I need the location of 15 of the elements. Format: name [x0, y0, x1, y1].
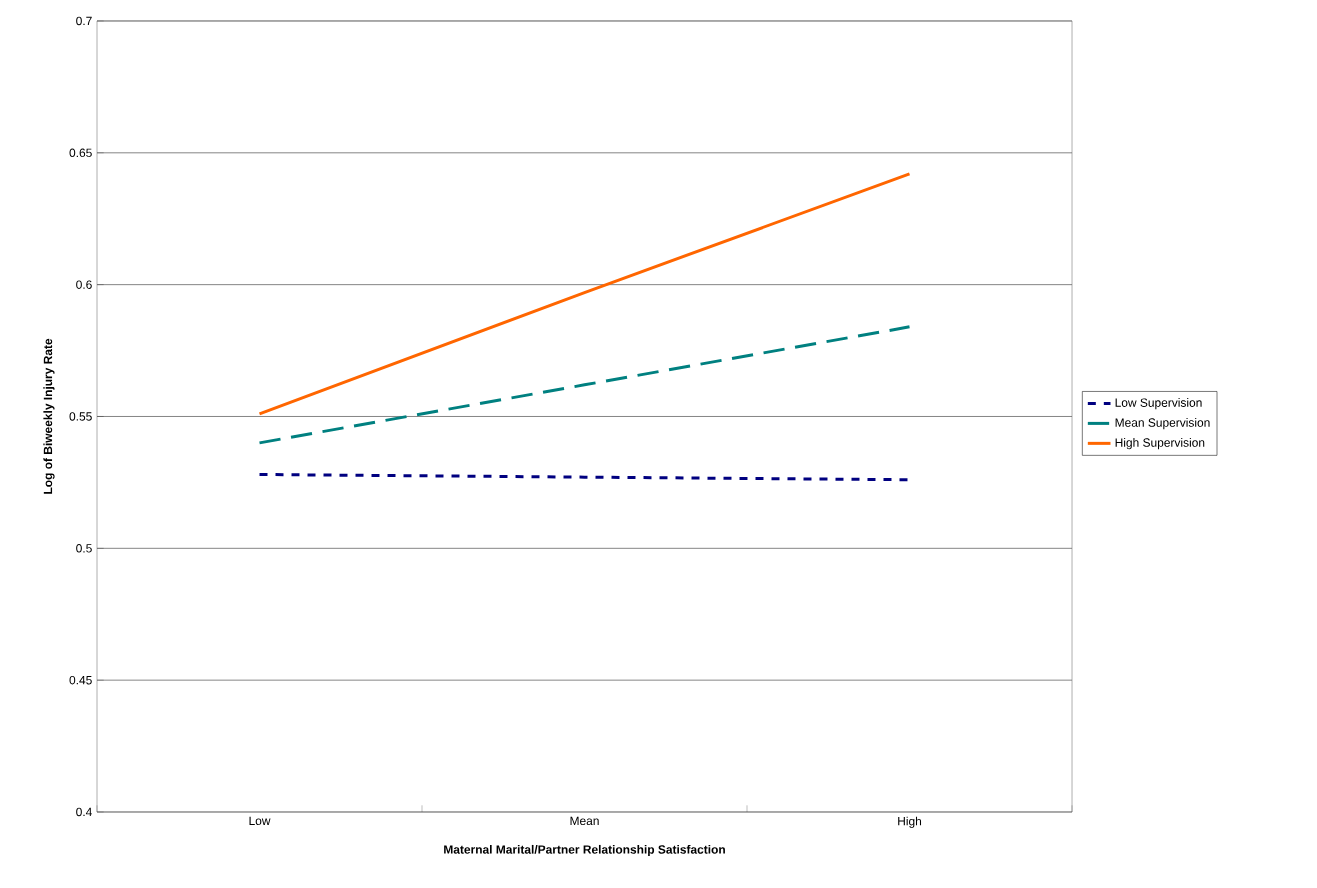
legend-label: Mean Supervision — [1115, 418, 1210, 430]
y-tick-label: 0.5 — [76, 544, 92, 553]
y-tick-label: 0.7 — [76, 16, 92, 26]
x-tick-label: Low — [249, 816, 271, 826]
y-tick-label: 0.6 — [76, 280, 92, 289]
x-axis-title: Maternal Marital/Partner Relationship Satisfaction — [444, 844, 725, 857]
y-tick-label: 0.65 — [69, 148, 92, 158]
y-tick-label: 0.45 — [69, 675, 92, 685]
y-axis-title: Log of Biweekly Injury Rate — [43, 338, 55, 494]
y-tick-label: 0.4 — [76, 807, 92, 817]
legend-label: High Supervision — [1115, 438, 1205, 450]
x-tick-label: Mean — [570, 816, 599, 826]
legend-label: Low Supervision — [1115, 398, 1202, 410]
y-tick-label: 0.55 — [69, 412, 92, 421]
x-tick-label: High — [898, 816, 922, 828]
